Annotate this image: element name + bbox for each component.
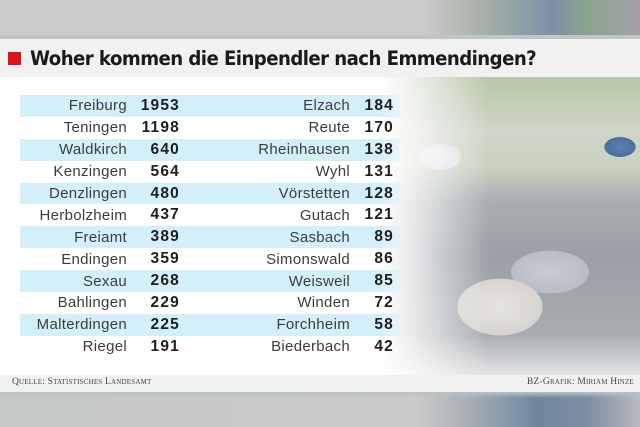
table-row: Kenzingen 564 Wyhl 131 [20,161,400,183]
commuter-count: 170 [364,118,394,136]
town-name: Endingen [61,250,127,268]
photo-bottom-fade [380,335,640,375]
table-row: Teningen 1198 Reute 170 [20,117,400,139]
town-name: Sasbach [289,228,350,246]
table-row: Freiburg 1953 Elzach 184 [20,95,400,117]
title-bar: Woher kommen die Einpendler nach Emmendi… [0,39,640,77]
content-panel: Freiburg 1953 Elzach 184 Teningen 1198 Reute 17… [0,77,640,375]
commuter-table: Freiburg 1953 Elzach 184 Teningen 1198 Reute 17… [20,95,400,358]
commuter-count: 58 [374,315,394,333]
town-name: Bahlingen [57,294,127,312]
table-row: Malterdingen 225 Forchheim 58 [20,313,400,336]
town-name: Vörstetten [278,185,350,202]
town-name: Teningen [63,119,127,137]
commuter-count: 640 [150,140,180,158]
town-name: Sexau [82,272,127,290]
town-name: Biederbach [271,338,350,356]
commuter-count: 1953 [140,96,180,114]
page-title: Woher kommen die Einpendler nach Emmendi… [30,46,537,70]
commuter-count: 480 [150,184,180,202]
commuter-count: 359 [150,250,180,268]
table-row: Endingen 359 Simonswald 86 [20,248,400,270]
town-name: Forchheim [276,316,350,334]
town-name: Malterdingen [36,316,127,334]
commuter-count: 1198 [141,118,180,136]
commuter-count: 89 [374,228,394,246]
commuter-count: 389 [150,228,180,246]
footer: Quelle: Statistisches Landesamt BZ-Grafi… [0,375,640,392]
table-row: Riegel 191 Biederbach 42 [20,336,400,358]
source-note: Quelle: Statistisches Landesamt [12,377,152,387]
commuter-count: 121 [364,206,394,224]
town-name: Gutach [299,206,350,224]
town-name: Simonswald [266,250,350,268]
commuter-count: 229 [150,293,180,311]
table-row: Freiamt 389 Sasbach 89 [20,226,400,249]
town-name: Waldkirch [59,141,127,159]
town-name: Kenzingen [53,163,127,181]
town-name: Freiburg [68,97,127,115]
commuter-count: 268 [150,272,180,290]
commuter-count: 86 [374,250,394,268]
table-row: Sexau 268 Weisweil 85 [20,270,400,293]
table-row: Denzlingen 480 Vörstetten 128 [20,182,400,205]
commuter-count: 85 [374,272,394,290]
red-square-icon [8,51,21,65]
town-name: Rheinhausen [258,141,350,159]
town-name: Elzach [303,97,350,115]
town-name: Weisweil [288,272,350,290]
commuter-count: 128 [364,184,394,202]
town-name: Riegel [82,338,127,356]
background-photo-bottom [0,392,640,427]
commuter-count: 72 [374,293,394,311]
town-name: Denzlingen [48,185,127,202]
table-row: Bahlingen 229 Winden 72 [20,292,400,314]
commuter-count: 42 [374,337,394,355]
commuter-count: 225 [150,315,180,333]
town-name: Herbolzheim [39,206,127,224]
table-row: Waldkirch 640 Rheinhausen 138 [20,138,400,161]
table-row: Herbolzheim 437 Gutach 121 [20,204,400,226]
background-photo-top [0,0,640,39]
commuter-count: 564 [150,162,180,180]
graphic-credit: BZ-Grafik: Miriam Hinze [526,377,634,387]
town-name: Freiamt [74,228,127,246]
commuter-count: 191 [150,337,180,355]
town-name: Wyhl [315,163,350,181]
commuter-count: 437 [150,206,180,224]
town-name: Winden [297,294,350,312]
commuter-count: 184 [364,96,394,114]
town-name: Reute [308,119,350,137]
commuter-count: 131 [364,162,394,180]
commuter-count: 138 [364,140,394,158]
